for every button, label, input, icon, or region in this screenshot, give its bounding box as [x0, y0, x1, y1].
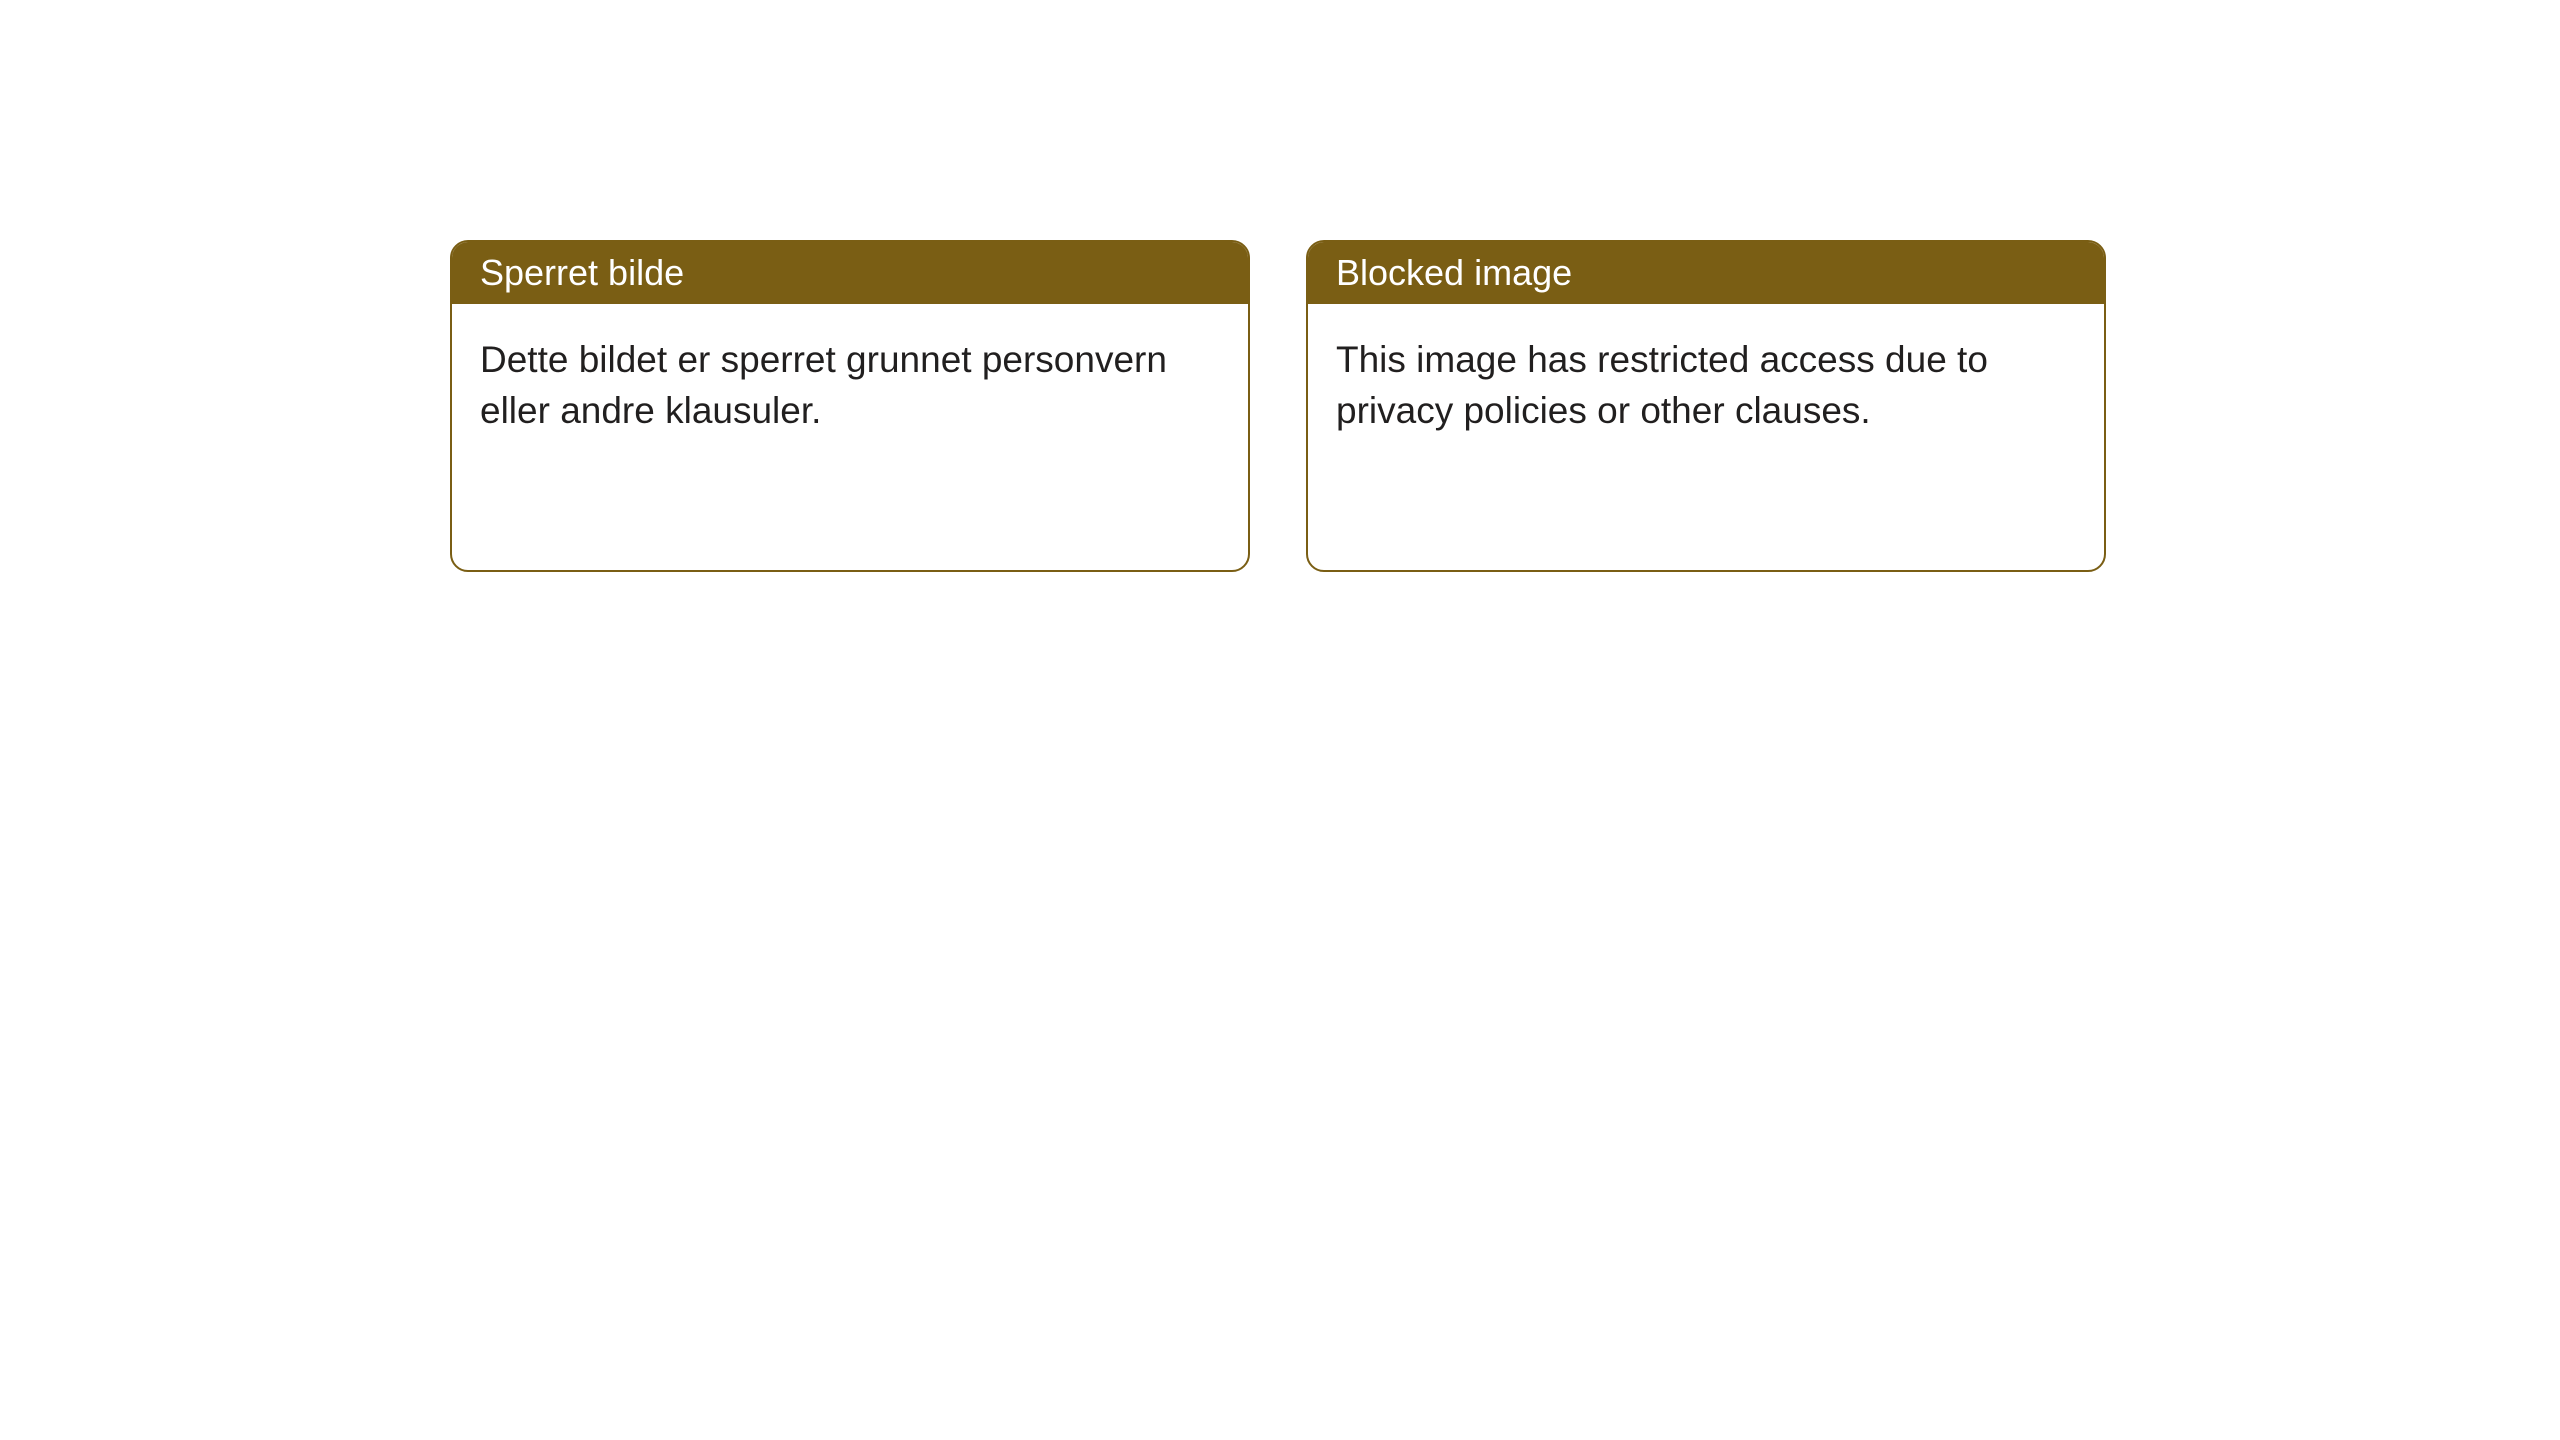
notice-container: Sperret bilde Dette bildet er sperret gr…: [0, 0, 2560, 572]
notice-box-english: Blocked image This image has restricted …: [1306, 240, 2106, 572]
notice-box-norwegian: Sperret bilde Dette bildet er sperret gr…: [450, 240, 1250, 572]
notice-body: This image has restricted access due to …: [1308, 304, 2104, 466]
notice-header: Blocked image: [1308, 242, 2104, 304]
notice-body-text: This image has restricted access due to …: [1336, 339, 1988, 431]
notice-title: Sperret bilde: [480, 252, 684, 293]
notice-body: Dette bildet er sperret grunnet personve…: [452, 304, 1248, 466]
notice-title: Blocked image: [1336, 252, 1572, 293]
notice-body-text: Dette bildet er sperret grunnet personve…: [480, 339, 1167, 431]
notice-header: Sperret bilde: [452, 242, 1248, 304]
